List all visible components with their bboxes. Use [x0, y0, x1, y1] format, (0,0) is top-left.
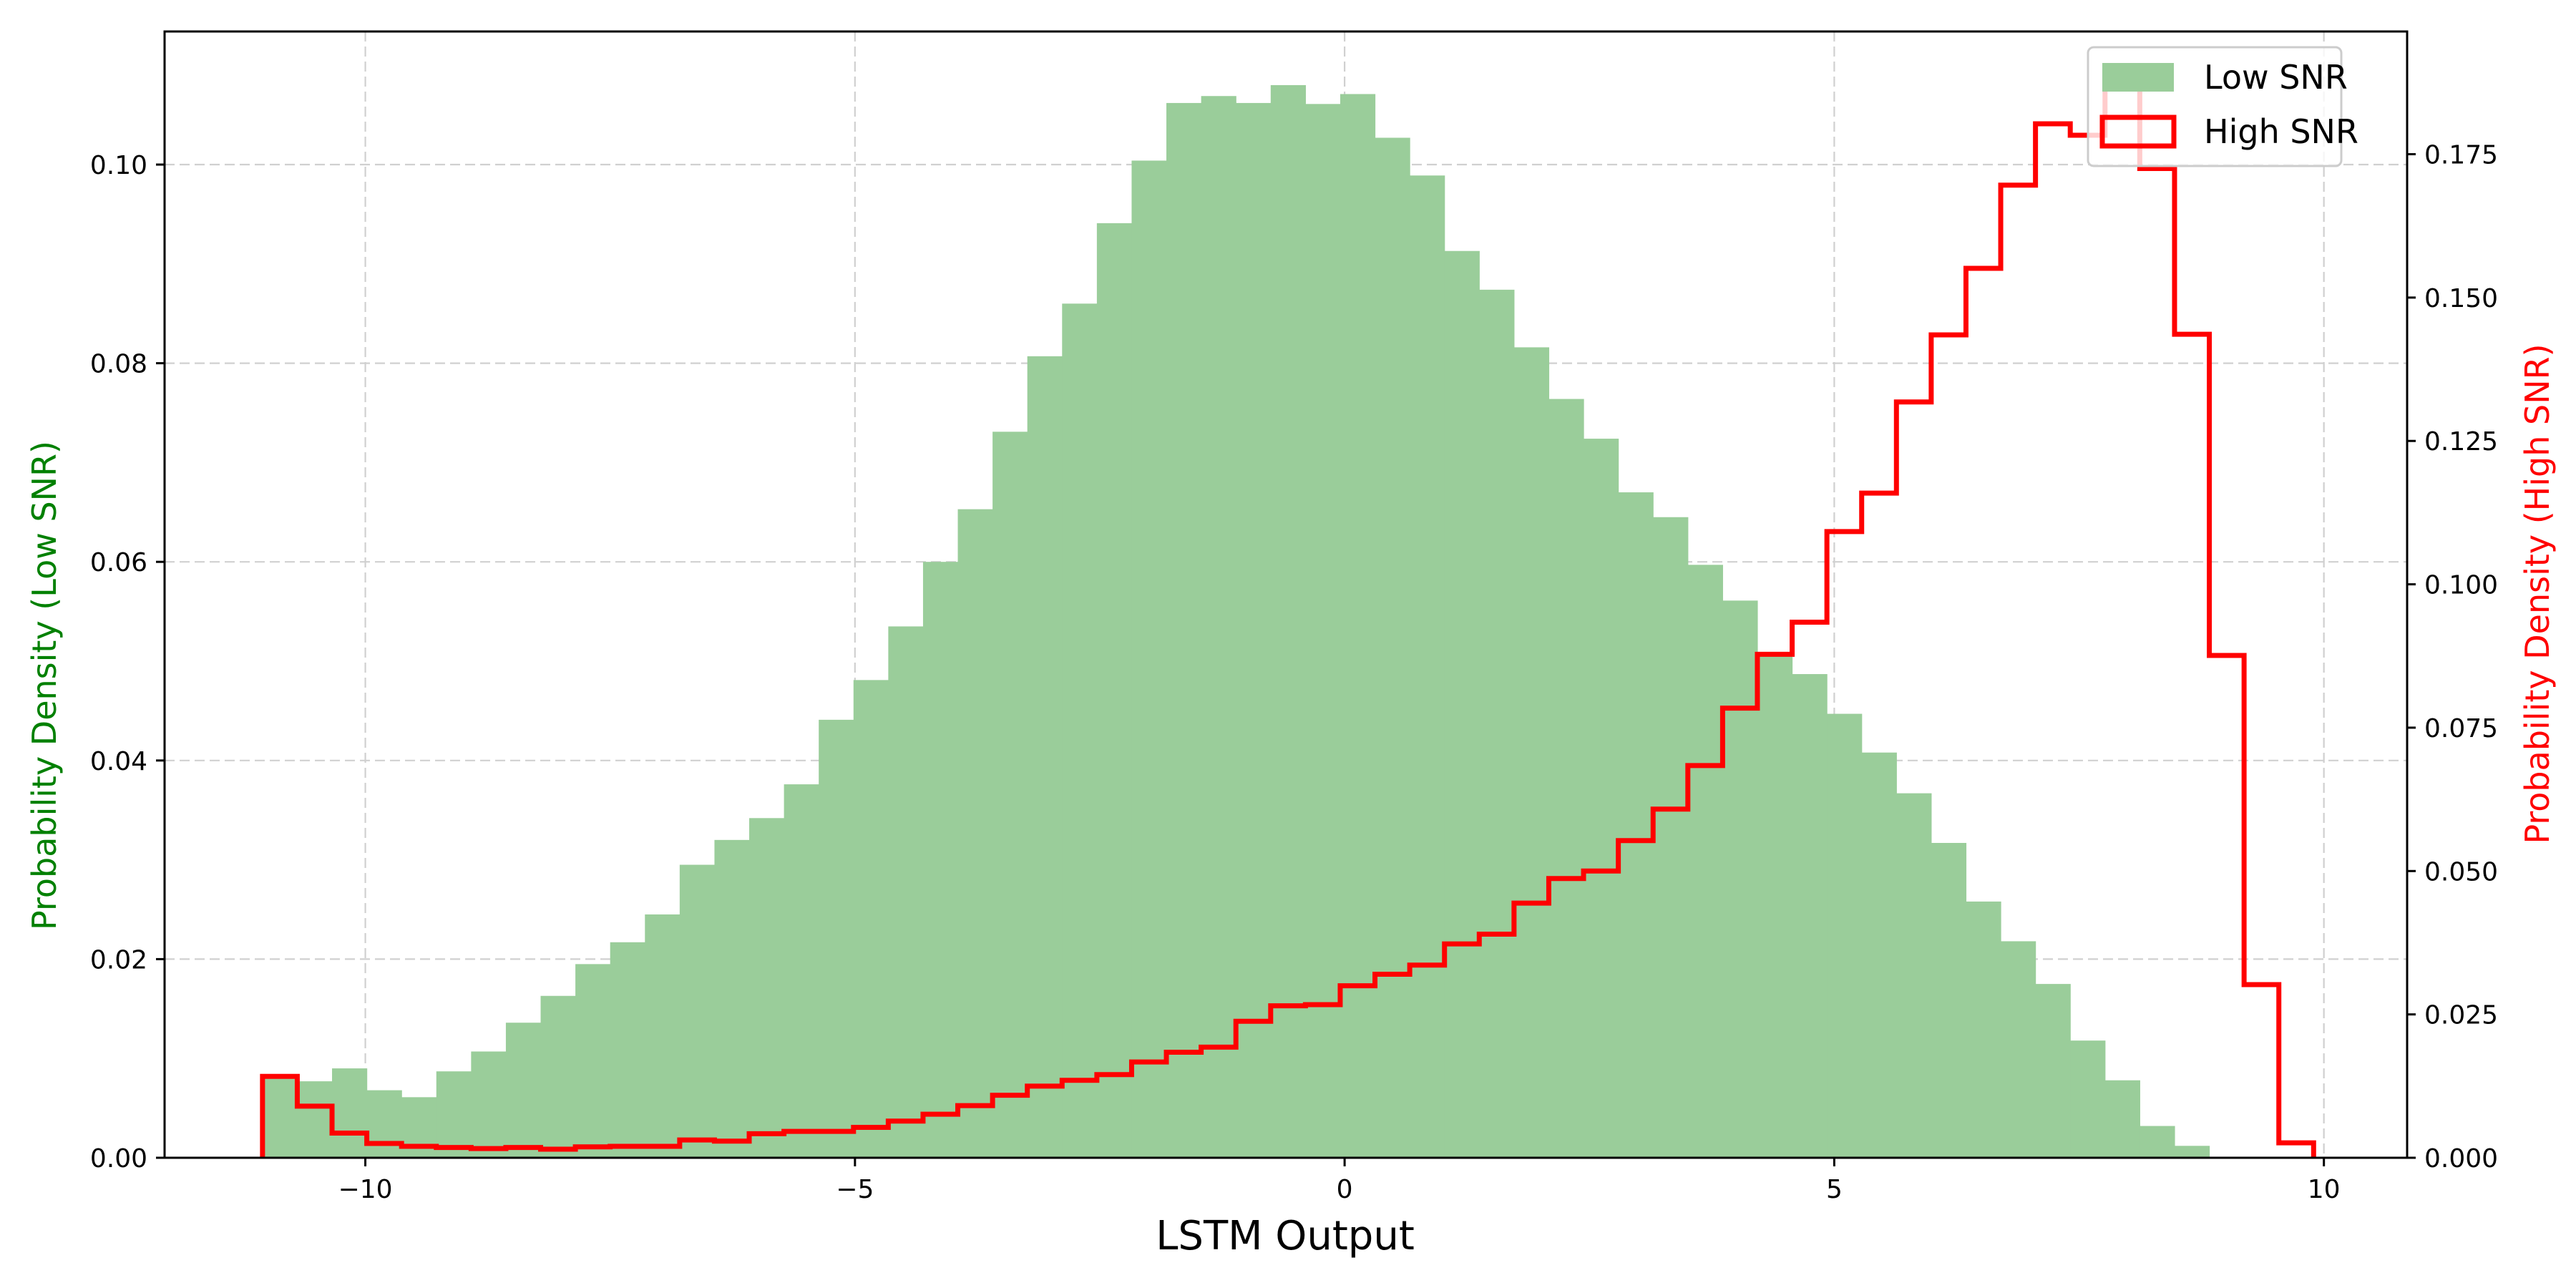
low-snr-bar: [819, 719, 854, 1158]
low-snr-bar: [1827, 713, 1863, 1158]
legend-swatch-high-snr: [2099, 114, 2177, 149]
low-snr-bar: [262, 1076, 298, 1158]
right-y-tick-label: 0.125: [2424, 427, 2498, 457]
right-y-tick-label: 0.025: [2424, 1001, 2498, 1030]
low-snr-bar: [1687, 565, 1723, 1158]
legend-label-high-snr: High SNR: [2204, 112, 2358, 151]
legend-swatch-low-snr: [2102, 63, 2174, 92]
low-snr-bar: [957, 509, 993, 1158]
low-snr-bar: [505, 1023, 542, 1158]
low-snr-bar: [610, 942, 645, 1158]
axes: [163, 30, 2409, 1159]
right-y-tick-label: 0.175: [2424, 141, 2498, 170]
low-snr-bar: [1861, 752, 1897, 1158]
left-y-tick-label: 0.00: [90, 1144, 147, 1174]
low-snr-bar: [1584, 439, 1619, 1158]
legend: Low SNR High SNR: [2087, 46, 2358, 167]
low-snr-bar: [471, 1051, 507, 1158]
right-y-tick-label: 0.100: [2424, 571, 2498, 600]
right-y-tick-label: 0.000: [2424, 1144, 2498, 1174]
low-snr-bar: [1375, 137, 1410, 1158]
low-snr-bar: [888, 626, 924, 1158]
plot-frame: [163, 30, 2409, 1159]
x-tick-label: 5: [1826, 1175, 1843, 1204]
low-snr-bar: [2140, 1126, 2175, 1158]
high-snr-step-line: [260, 80, 2316, 1158]
low-snr-bar: [1270, 84, 1306, 1158]
right-y-axis-title: Probability Density (High SNR): [2518, 343, 2557, 844]
low-snr-bar: [1722, 600, 1758, 1158]
low-snr-bar: [1444, 250, 1480, 1158]
low-snr-bar: [853, 680, 889, 1158]
low-snr-bar: [714, 839, 750, 1158]
low-snr-histogram: [262, 84, 2210, 1158]
low-snr-bar: [1931, 843, 1967, 1158]
low-snr-bar: [2174, 1146, 2210, 1158]
low-snr-bar: [679, 864, 716, 1158]
x-axis-title: LSTM Output: [1156, 1213, 1415, 1259]
left-y-axis-title: Probability Density (Low SNR): [25, 441, 64, 930]
low-snr-bar: [332, 1068, 368, 1158]
low-snr-bar: [1653, 517, 1689, 1158]
low-snr-bar: [1062, 303, 1098, 1158]
low-snr-bar: [1966, 901, 2001, 1158]
low-snr-bar: [1305, 104, 1341, 1158]
high-snr-histogram: [260, 80, 2316, 1158]
x-tick-label: 10: [2308, 1175, 2341, 1204]
low-snr-bar: [575, 964, 611, 1158]
low-snr-bar: [1548, 399, 1584, 1158]
low-snr-bar: [1201, 96, 1236, 1158]
low-snr-bar: [1896, 793, 1932, 1158]
left-y-tick-label: 0.10: [90, 151, 147, 180]
low-snr-bar: [2104, 1080, 2140, 1158]
low-snr-bar: [645, 914, 680, 1158]
low-snr-bar: [1096, 223, 1133, 1158]
low-snr-bar: [2001, 941, 2036, 1158]
low-snr-bar: [992, 431, 1028, 1158]
low-snr-bar: [366, 1090, 402, 1158]
low-snr-bar: [540, 995, 576, 1158]
x-tick-label: −5: [836, 1175, 874, 1204]
low-snr-bar: [297, 1081, 333, 1158]
x-tick-label: −10: [338, 1175, 393, 1204]
low-snr-bar: [1166, 102, 1202, 1158]
left-y-tick-label: 0.06: [90, 548, 147, 577]
right-y-tick-label: 0.050: [2424, 857, 2498, 887]
low-snr-bar: [436, 1071, 472, 1158]
left-y-tick-label: 0.02: [90, 945, 147, 975]
legend-label-low-snr: Low SNR: [2204, 58, 2348, 97]
low-snr-bar: [1131, 160, 1167, 1158]
right-y-tick-label: 0.150: [2424, 284, 2498, 313]
low-snr-bar: [1236, 102, 1272, 1158]
low-snr-bar: [1618, 492, 1654, 1158]
low-snr-bar: [1513, 347, 1550, 1158]
left-y-tick-label: 0.08: [90, 350, 147, 379]
low-snr-bar: [1792, 674, 1828, 1158]
x-tick-label: 0: [1337, 1175, 1353, 1204]
low-snr-bar: [1027, 356, 1063, 1158]
ticks: −10 −5 0 5 10 0.00 0.02 0.04 0.06 0.08 0.10 0.000 0.…: [90, 141, 2498, 1204]
left-y-tick-label: 0.04: [90, 747, 147, 776]
right-y-tick-label: 0.075: [2424, 714, 2498, 743]
low-snr-bar: [749, 818, 785, 1158]
low-snr-bar: [1757, 652, 1793, 1158]
low-snr-bar: [922, 562, 959, 1158]
low-snr-bar: [2070, 1040, 2106, 1158]
low-snr-bar: [2035, 984, 2071, 1158]
low-snr-bar: [1410, 175, 1445, 1158]
low-snr-bar: [1479, 289, 1515, 1158]
low-snr-bar: [1340, 94, 1376, 1158]
low-snr-bar: [784, 784, 819, 1158]
